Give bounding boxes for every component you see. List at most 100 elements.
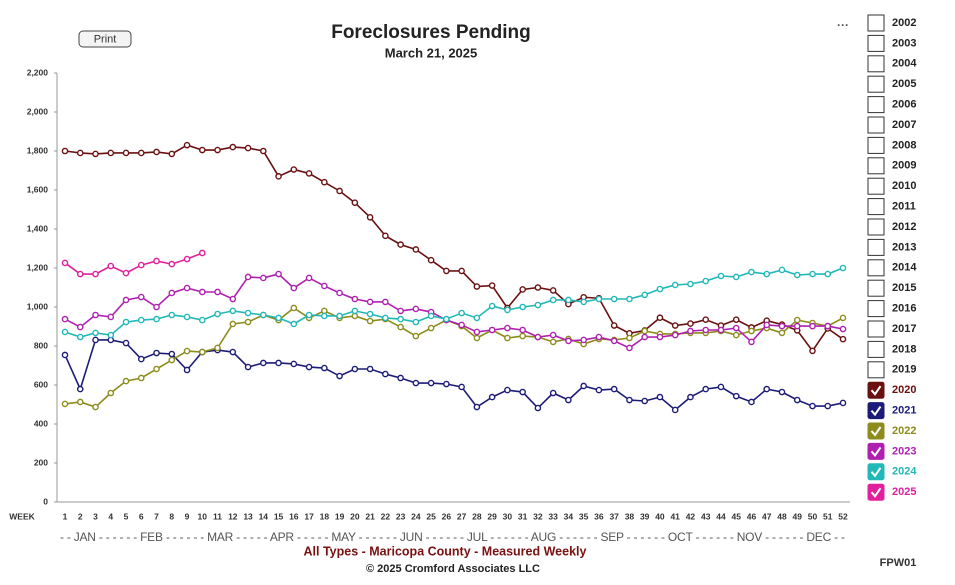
legend-item[interactable]: 2013	[867, 238, 916, 256]
legend-label: 2023	[892, 445, 916, 457]
legend-checkbox[interactable]	[867, 300, 885, 318]
legend-item[interactable]: 2004	[867, 55, 917, 73]
data-point	[687, 393, 694, 401]
y-tick-label: 2,000	[27, 106, 49, 116]
data-point	[732, 392, 740, 400]
data-point	[214, 310, 221, 318]
data-point	[793, 396, 801, 404]
menu-icon[interactable]: ···	[837, 18, 849, 32]
month-labels: - - JAN - - - - - - FEB - - - - - - MAR …	[60, 530, 845, 544]
x-tick-label: 12	[228, 511, 238, 521]
legend-checkbox[interactable]	[867, 177, 885, 195]
legend-checkbox[interactable]	[867, 136, 885, 154]
x-tick-label: 47	[762, 511, 772, 521]
data-point	[137, 355, 145, 363]
legend-checkbox[interactable]	[867, 157, 885, 175]
data-point	[275, 270, 282, 278]
data-point	[671, 331, 679, 339]
legend-item[interactable]: 2023	[867, 442, 916, 460]
legend-item[interactable]: 2009	[867, 157, 916, 175]
legend-item[interactable]: 2010	[867, 177, 916, 195]
x-tick-label: 18	[320, 511, 330, 521]
legend-checkbox[interactable]	[867, 361, 885, 379]
data-point	[153, 349, 160, 357]
legend-label: 2013	[892, 241, 916, 253]
legend-item[interactable]: 2011	[867, 198, 916, 216]
legend-checkbox[interactable]	[867, 340, 885, 358]
legend-item[interactable]: 2024	[867, 463, 917, 481]
legend-label: 2002	[892, 17, 916, 29]
data-point	[519, 332, 526, 340]
legend-item[interactable]: 2016	[867, 300, 916, 318]
legend-checkbox[interactable]	[867, 463, 885, 481]
data-point	[610, 295, 618, 303]
x-tick-label: 27	[457, 511, 467, 521]
data-point	[443, 315, 450, 323]
legend-checkbox[interactable]	[867, 402, 885, 420]
legend-checkbox[interactable]	[867, 14, 885, 32]
data-point	[305, 363, 313, 371]
series-line	[64, 339, 844, 412]
legend-checkbox[interactable]	[867, 55, 885, 73]
print-button-label[interactable]: Print	[94, 33, 117, 45]
legend-item[interactable]: 2017	[867, 320, 916, 338]
legend-checkbox[interactable]	[867, 442, 885, 460]
x-tick-label: 13	[243, 511, 253, 521]
legend-item[interactable]: 2022	[867, 422, 916, 440]
data-point	[305, 274, 313, 282]
data-point	[183, 284, 191, 292]
legend-checkbox[interactable]	[867, 198, 885, 216]
legend-item[interactable]: 2015	[867, 279, 916, 297]
legend-item[interactable]: 2025	[867, 483, 916, 501]
legend-checkbox[interactable]	[867, 116, 885, 134]
legend-label: 2020	[892, 384, 916, 396]
print-button[interactable]: Print	[78, 30, 132, 48]
legend-item[interactable]: 2018	[867, 340, 916, 358]
legend-item[interactable]: 2021	[867, 402, 916, 420]
legend-checkbox[interactable]	[867, 279, 885, 297]
x-tick-label: 31	[518, 511, 528, 521]
legend-item[interactable]: 2020	[867, 381, 916, 399]
legend-checkbox[interactable]	[867, 483, 885, 501]
legend-checkbox[interactable]	[867, 218, 885, 236]
data-point	[153, 148, 160, 156]
x-tick-label: 40	[655, 511, 665, 521]
data-point	[351, 307, 359, 315]
data-point	[717, 326, 725, 334]
data-point	[198, 249, 206, 257]
x-tick-label: 50	[808, 511, 818, 521]
legend-item[interactable]: 2003	[867, 34, 916, 52]
legend-checkbox[interactable]	[867, 34, 885, 52]
data-point	[412, 332, 420, 340]
legend-item[interactable]: 2006	[867, 96, 916, 114]
data-point	[183, 313, 191, 321]
legend-item[interactable]: 2007	[867, 116, 916, 134]
y-tick-label: 600	[34, 379, 48, 389]
legend-label: 2009	[892, 160, 916, 172]
legend-checkbox[interactable]	[867, 381, 885, 399]
data-point	[534, 301, 542, 309]
legend-checkbox[interactable]	[867, 422, 885, 440]
x-tick-label: 20	[350, 511, 360, 521]
print-button-box[interactable]	[78, 30, 132, 48]
legend-item[interactable]: 2002	[867, 14, 916, 32]
legend-checkbox[interactable]	[867, 259, 885, 277]
x-tick-label: 41	[670, 511, 680, 521]
legend-item[interactable]: 2005	[867, 75, 916, 93]
legend-checkmark	[870, 426, 882, 437]
y-tick-label: 1,800	[27, 145, 49, 155]
data-point	[214, 344, 221, 352]
legend-item[interactable]: 2014	[867, 259, 917, 277]
legend-item[interactable]: 2019	[867, 361, 916, 379]
legend-label: 2011	[892, 201, 916, 213]
legend-checkbox[interactable]	[867, 238, 885, 256]
legend-checkbox[interactable]	[867, 75, 885, 93]
legend-item[interactable]: 2012	[867, 218, 916, 236]
legend-checkbox[interactable]	[867, 320, 885, 338]
legend-checkbox[interactable]	[867, 96, 885, 114]
data-point	[702, 316, 710, 323]
x-tick-label: 17	[304, 511, 314, 521]
legend-item[interactable]: 2008	[867, 136, 916, 154]
data-point	[519, 326, 526, 334]
series-line	[64, 144, 844, 353]
